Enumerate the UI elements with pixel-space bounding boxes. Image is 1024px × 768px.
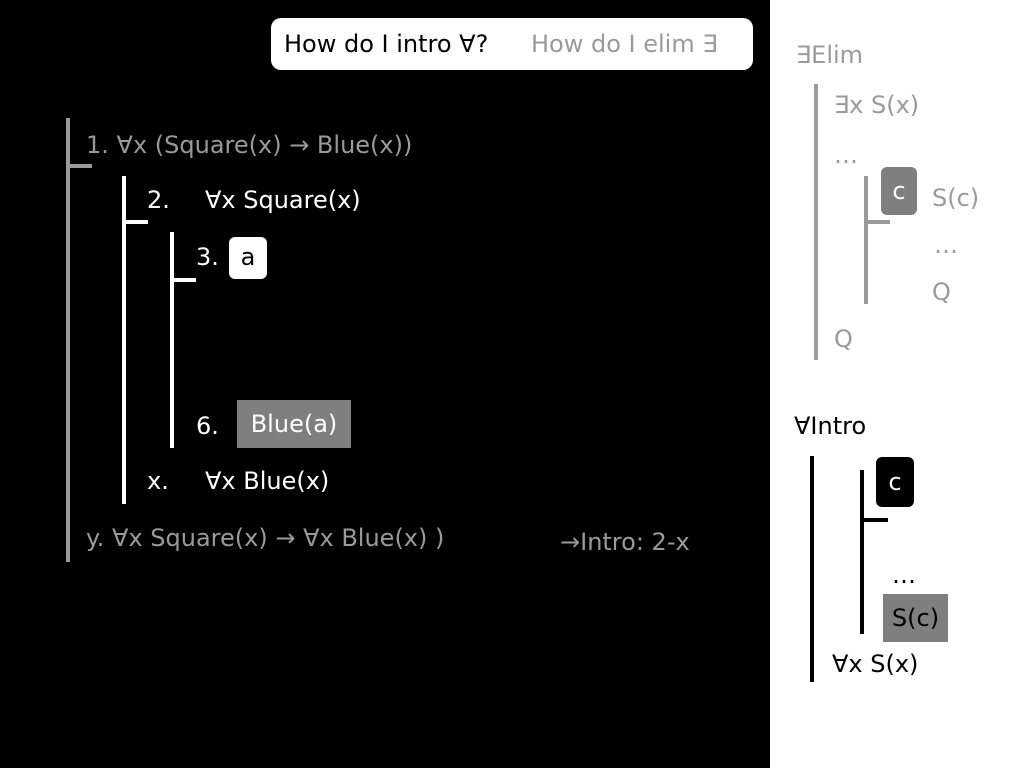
exists-elim-premise: ∃x S(x) — [834, 91, 920, 119]
proof-line-x-number: x. — [147, 467, 169, 495]
proof-line-2-number: 2. — [147, 186, 170, 214]
forall-intro-boxed-c: c — [876, 457, 914, 507]
exists-elim-conclusion: Q — [834, 325, 853, 353]
subproof-2-fitch-bar — [122, 220, 148, 224]
proof-line-3-number: 3. — [196, 243, 219, 271]
question-elim-exists[interactable]: How do I elim ∃ — [531, 30, 718, 58]
question-bar: How do I intro ∀? How do I elim ∃ — [271, 18, 753, 70]
forall-intro-dots: … — [892, 561, 916, 589]
boxed-constant-a: a — [229, 237, 267, 279]
proof-line-x: ∀x Blue(x) — [205, 467, 330, 495]
exists-elim-assumption: S(c) — [932, 184, 980, 212]
subproof-2-bar — [122, 176, 126, 504]
subproof-3-bar — [170, 232, 174, 448]
rules-panel: ∃Elim ∃x S(x) … c S(c) … Q Q ∀Intro c … … — [770, 0, 1024, 768]
exists-elim-dots-2: … — [934, 231, 958, 259]
exists-elim-dots-1: … — [834, 141, 858, 169]
exists-elim-title: ∃Elim — [796, 41, 864, 69]
proof-line-2: ∀x Square(x) — [205, 186, 361, 214]
exists-elim-bar — [814, 84, 818, 360]
proof-line-6-number: 6. — [196, 412, 219, 440]
question-intro-forall[interactable]: How do I intro ∀? — [284, 30, 489, 58]
outer-proof-bar — [66, 118, 70, 562]
exists-elim-inner-conclusion: Q — [932, 278, 951, 306]
exists-elim-subproof-fitch-bar — [864, 220, 890, 224]
justification: →Intro: 2-x — [560, 528, 690, 556]
outer-fitch-bar — [66, 164, 92, 168]
forall-intro-bar — [810, 456, 814, 682]
forall-intro-title: ∀Intro — [794, 412, 867, 440]
forall-intro-subproof-bar — [860, 470, 864, 634]
forall-intro-subproof-fitch-bar — [860, 518, 888, 522]
exists-elim-subproof-bar — [864, 176, 868, 304]
subproof-3-fitch-bar — [170, 278, 196, 282]
forall-intro-conclusion: ∀x S(x) — [832, 650, 919, 678]
goal-box-blue-a: Blue(a) — [237, 400, 351, 448]
proof-panel: How do I intro ∀? How do I elim ∃ 1. ∀x … — [66, 18, 753, 562]
proof-line-1: 1. ∀x (Square(x) → Blue(x)) — [86, 131, 413, 159]
exists-elim-boxed-c: c — [881, 167, 917, 215]
proof-line-y: y. ∀x Square(x) → ∀x Blue(x) ) — [86, 524, 445, 552]
forall-intro-goal-box: S(c) — [883, 594, 948, 642]
